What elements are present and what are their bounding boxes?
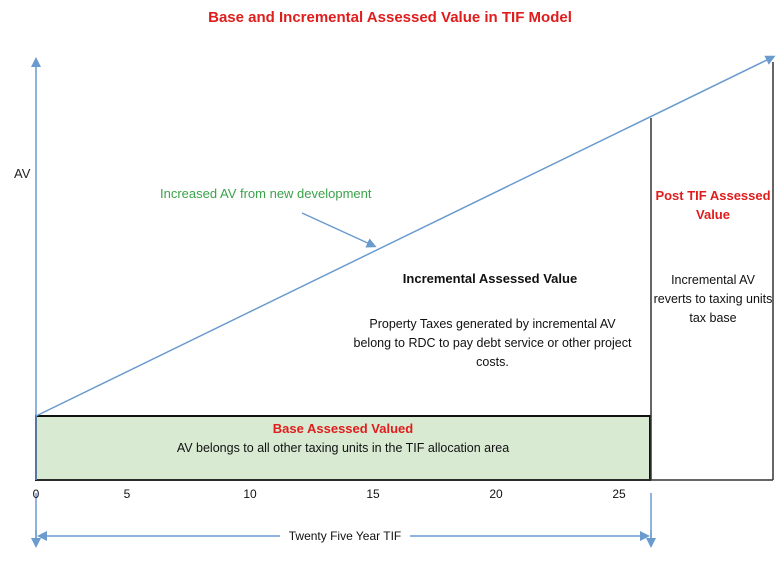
y-axis-label: AV: [14, 166, 31, 181]
x-tick-label: 25: [612, 487, 626, 501]
increased-av-annotation: Increased AV from new development: [160, 186, 372, 201]
incremental-av-title: Incremental Assessed Value: [402, 271, 578, 286]
annotation-pointer-arrow: [301, 212, 377, 248]
span-label: Twenty Five Year TIF: [280, 529, 410, 543]
post-tif-description: Incremental AV reverts to taxing units t…: [653, 273, 773, 325]
increased-av-line: [35, 55, 776, 417]
x-tick-label: 20: [489, 487, 503, 501]
base-av-title: Base Assessed Valued: [272, 421, 414, 436]
x-tick-label: 0: [32, 487, 40, 501]
post-tif-title: Post TIF Assessed Value: [655, 188, 771, 222]
x-tick-label: 5: [123, 487, 131, 501]
base-assessed-value-box: [35, 415, 651, 481]
base-av-description: AV belongs to all other taxing units in …: [176, 441, 510, 455]
incremental-av-description: Property Taxes generated by incremental …: [353, 317, 632, 369]
x-tick-label: 10: [243, 487, 257, 501]
x-tick-label: 15: [366, 487, 380, 501]
diagram-title: Base and Incremental Assessed Value in T…: [208, 9, 572, 26]
